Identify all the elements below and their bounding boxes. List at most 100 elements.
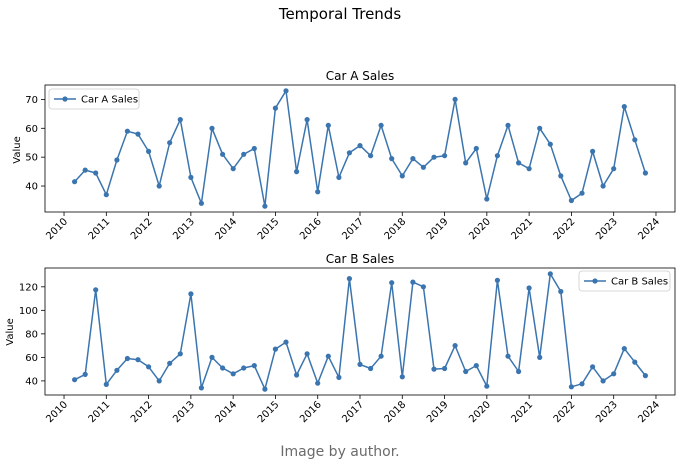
data-point — [611, 371, 617, 377]
x-tick-label: 2019 — [425, 216, 451, 242]
data-point — [590, 364, 596, 370]
data-point — [93, 170, 99, 176]
data-point — [146, 148, 152, 154]
data-point — [346, 150, 352, 156]
figure-title: Temporal Trends — [278, 5, 401, 23]
data-point — [579, 190, 585, 196]
x-tick-label: 2016 — [298, 399, 324, 425]
image-caption: Image by author. — [280, 444, 400, 460]
data-point — [188, 174, 194, 180]
legend-label-car-b-sales: Car B Sales — [611, 277, 668, 288]
legend-box — [48, 88, 140, 110]
data-point — [167, 360, 173, 366]
data-point — [82, 167, 88, 173]
data-point — [399, 173, 405, 179]
x-tick-label: 2018 — [383, 399, 409, 425]
x-tick-label: 2011 — [87, 399, 113, 425]
data-point — [442, 153, 448, 159]
data-point — [209, 125, 215, 131]
x-tick-label: 2015 — [256, 399, 282, 425]
data-point — [516, 160, 522, 166]
data-point — [294, 372, 300, 378]
data-point — [579, 381, 585, 387]
data-point — [463, 368, 469, 375]
x-tick-label: 2021 — [509, 216, 535, 242]
legend-point-marker — [62, 96, 68, 102]
x-tick-label: 2013 — [171, 216, 197, 242]
data-point — [251, 363, 257, 369]
y-tick-label: 100 — [19, 306, 38, 317]
data-point — [346, 276, 352, 282]
data-point — [558, 288, 564, 295]
data-point — [505, 353, 511, 359]
data-point — [304, 117, 310, 123]
x-tick-label: 2013 — [171, 399, 197, 425]
data-point — [568, 384, 575, 390]
data-point — [378, 353, 384, 359]
data-point — [114, 157, 120, 163]
data-point — [378, 122, 384, 128]
data-point — [135, 131, 141, 137]
data-point — [389, 156, 395, 162]
data-point — [103, 192, 109, 198]
data-point — [156, 183, 162, 189]
x-tick-label: 2024 — [636, 216, 662, 242]
x-tick-label: 2020 — [467, 216, 493, 242]
x-tick-label: 2016 — [298, 216, 324, 242]
data-point — [124, 128, 130, 134]
data-point — [72, 179, 78, 185]
car-a-sales-legend: Car A Sales — [48, 88, 140, 110]
data-point — [442, 365, 448, 372]
data-point — [537, 354, 543, 360]
data-point — [621, 346, 627, 352]
data-point — [389, 280, 395, 286]
data-point — [473, 145, 479, 152]
data-point — [642, 373, 649, 379]
data-point — [251, 145, 257, 152]
data-point — [484, 383, 490, 389]
data-point — [336, 174, 342, 180]
car-a-sales-title: Car A Sales — [326, 69, 394, 83]
data-point — [72, 377, 78, 383]
x-tick-label: 2022 — [552, 216, 578, 242]
data-point — [600, 183, 606, 189]
data-point — [156, 378, 162, 384]
x-tick-label: 2012 — [129, 399, 155, 425]
x-tick-label: 2023 — [594, 216, 620, 242]
data-point — [452, 96, 458, 102]
data-point — [241, 151, 247, 157]
car-b-sales-legend: Car B Sales — [578, 270, 671, 292]
data-point — [431, 366, 437, 372]
data-point — [283, 88, 289, 94]
data-point — [124, 355, 130, 362]
y-tick-label: 70 — [25, 95, 38, 106]
data-point — [114, 367, 120, 373]
x-tick-label: 2018 — [383, 216, 409, 242]
x-tick-label: 2010 — [44, 399, 70, 425]
data-point — [198, 200, 204, 206]
car-a-sales-ylabel: Value — [12, 136, 23, 163]
data-point — [230, 371, 236, 377]
data-point — [262, 386, 268, 392]
data-point — [399, 374, 405, 380]
data-point — [463, 160, 469, 166]
data-point — [220, 365, 226, 371]
y-tick-label: 120 — [19, 282, 38, 293]
data-point — [188, 291, 194, 297]
x-tick-label: 2017 — [340, 216, 366, 242]
x-tick-label: 2021 — [509, 399, 535, 425]
x-tick-label: 2015 — [256, 216, 282, 242]
y-tick-label: 60 — [25, 124, 38, 135]
y-tick-label: 60 — [25, 353, 38, 364]
data-point — [283, 339, 289, 345]
data-point — [547, 141, 553, 147]
data-point — [452, 343, 458, 349]
data-point — [526, 166, 532, 172]
x-tick-label: 2017 — [340, 399, 366, 425]
data-point — [241, 365, 247, 371]
data-point — [325, 122, 331, 128]
data-point — [484, 196, 490, 202]
x-tick-label: 2019 — [425, 399, 451, 425]
car-a-sales-line — [74, 90, 647, 207]
data-point — [304, 351, 310, 357]
